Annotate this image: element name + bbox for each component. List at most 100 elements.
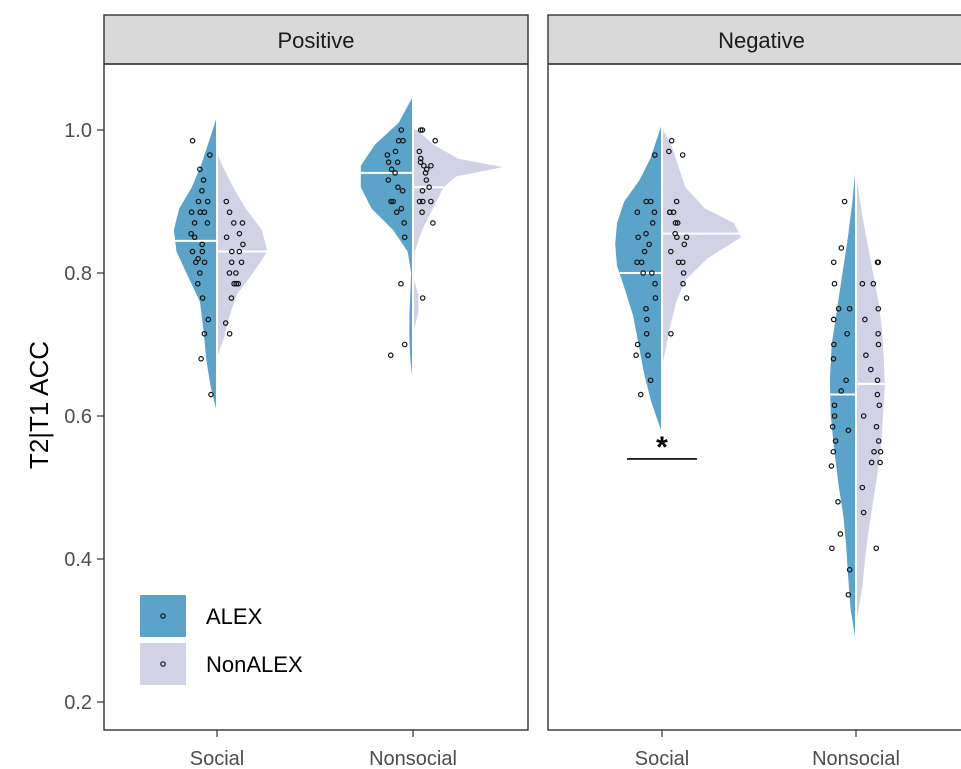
data-point-nonalex [681, 241, 688, 248]
data-point-alex [395, 184, 401, 191]
data-point-alex [398, 280, 404, 287]
data-point-alex [645, 352, 651, 359]
data-point-alex [838, 245, 845, 251]
legend-label: NonALEX [206, 652, 303, 677]
data-point-nonalex [238, 259, 245, 266]
data-point-alex [204, 198, 211, 205]
data-point-alex [837, 531, 844, 537]
data-point-nonalex [683, 234, 690, 241]
data-point-nonalex [417, 159, 424, 165]
data-point-alex [649, 220, 656, 226]
y-tick-label: 0.6 [64, 406, 92, 428]
y-axis-label: T2|T1 ACC [24, 341, 54, 469]
data-point-alex [194, 280, 201, 287]
data-point-alex [198, 355, 204, 362]
data-point-alex [199, 248, 206, 255]
data-point-alex [846, 305, 853, 312]
data-point-nonalex [666, 148, 672, 155]
data-point-alex [201, 330, 208, 337]
data-point-nonalex [233, 280, 240, 287]
x-tick-label: Social [635, 748, 689, 769]
data-point-alex [845, 427, 852, 434]
data-point-alex [832, 438, 839, 444]
data-point-nonalex [228, 259, 235, 266]
violin-half-alex [615, 126, 662, 431]
data-point-nonalex [874, 259, 881, 266]
data-point-nonalex [417, 127, 424, 133]
data-point-nonalex [860, 509, 867, 516]
legend-key-alex [140, 595, 186, 637]
data-point-alex [385, 159, 392, 165]
data-point-alex [401, 234, 408, 241]
data-point-alex [195, 198, 202, 205]
data-point-alex [829, 545, 835, 552]
data-point-nonalex [223, 234, 230, 241]
data-point-alex [400, 137, 406, 144]
data-point-nonalex [233, 270, 239, 276]
data-point-alex [199, 241, 205, 248]
data-point-nonalex [871, 448, 877, 455]
data-point-nonalex [423, 177, 430, 183]
violin-group-social [615, 126, 742, 431]
y-axis: 0.2 0.4 0.6 0.8 1.0 [64, 120, 104, 714]
y-tick-label: 0.4 [64, 549, 92, 571]
panels: Positive Social Nonsocial Negative Social Non… [103, 14, 961, 769]
data-point-nonalex [229, 248, 235, 255]
data-point-nonalex [674, 220, 681, 226]
data-point-nonalex [680, 280, 686, 287]
data-point-alex [651, 209, 658, 216]
data-point-alex [388, 166, 395, 173]
panel-positive: Positive Social Nonsocial [103, 14, 529, 769]
data-point-nonalex [877, 459, 883, 466]
violin-group-nonsocial [828, 172, 885, 638]
data-point-alex [392, 148, 399, 155]
data-point-alex [401, 341, 408, 348]
data-point-nonalex [673, 198, 680, 205]
data-point-alex [845, 591, 852, 598]
data-point-nonalex [428, 198, 434, 205]
data-point-alex [401, 220, 407, 226]
data-point-nonalex [668, 248, 674, 255]
data-point-nonalex [876, 402, 883, 409]
data-point-alex [197, 209, 204, 216]
data-point-nonalex [868, 366, 874, 373]
data-point-alex [634, 341, 641, 348]
data-point-alex [199, 295, 206, 301]
panel-title: Positive [277, 28, 354, 53]
data-point-alex [634, 259, 640, 266]
data-point-nonalex [231, 280, 237, 287]
data-point-nonalex [228, 295, 235, 301]
data-point-nonalex [679, 152, 686, 158]
data-point-alex [634, 209, 641, 216]
data-point-nonalex [859, 280, 866, 287]
data-point-nonalex [874, 377, 881, 384]
data-point-alex [201, 259, 208, 266]
data-point-nonalex [226, 209, 233, 216]
x-tick-label: Social [190, 748, 244, 769]
x-tick-label: Nonsocial [812, 748, 900, 769]
data-point-alex [398, 127, 405, 133]
data-point-nonalex [668, 330, 674, 337]
data-point-nonalex [417, 155, 424, 162]
violin-half-nonalex [413, 130, 503, 331]
data-point-nonalex [863, 352, 869, 359]
data-point-alex [841, 198, 848, 205]
data-point-nonalex [670, 209, 677, 216]
data-point-nonalex [877, 448, 884, 455]
data-point-nonalex [674, 234, 680, 241]
data-point-nonalex [873, 423, 880, 430]
data-point-nonalex [230, 220, 237, 226]
data-point-alex [384, 152, 391, 158]
data-point-alex [643, 305, 649, 312]
x-tick-label: Nonsocial [369, 748, 457, 769]
data-point-alex [830, 355, 837, 362]
data-point-nonalex [240, 241, 246, 248]
data-point-alex [393, 209, 400, 216]
data-point-alex [399, 187, 406, 194]
data-point-alex [392, 170, 398, 176]
data-point-nonalex [873, 545, 880, 552]
data-point-nonalex [421, 162, 427, 169]
violin-group-social [173, 119, 268, 409]
data-point-nonalex [419, 209, 425, 216]
violin-half-alex [829, 172, 856, 638]
